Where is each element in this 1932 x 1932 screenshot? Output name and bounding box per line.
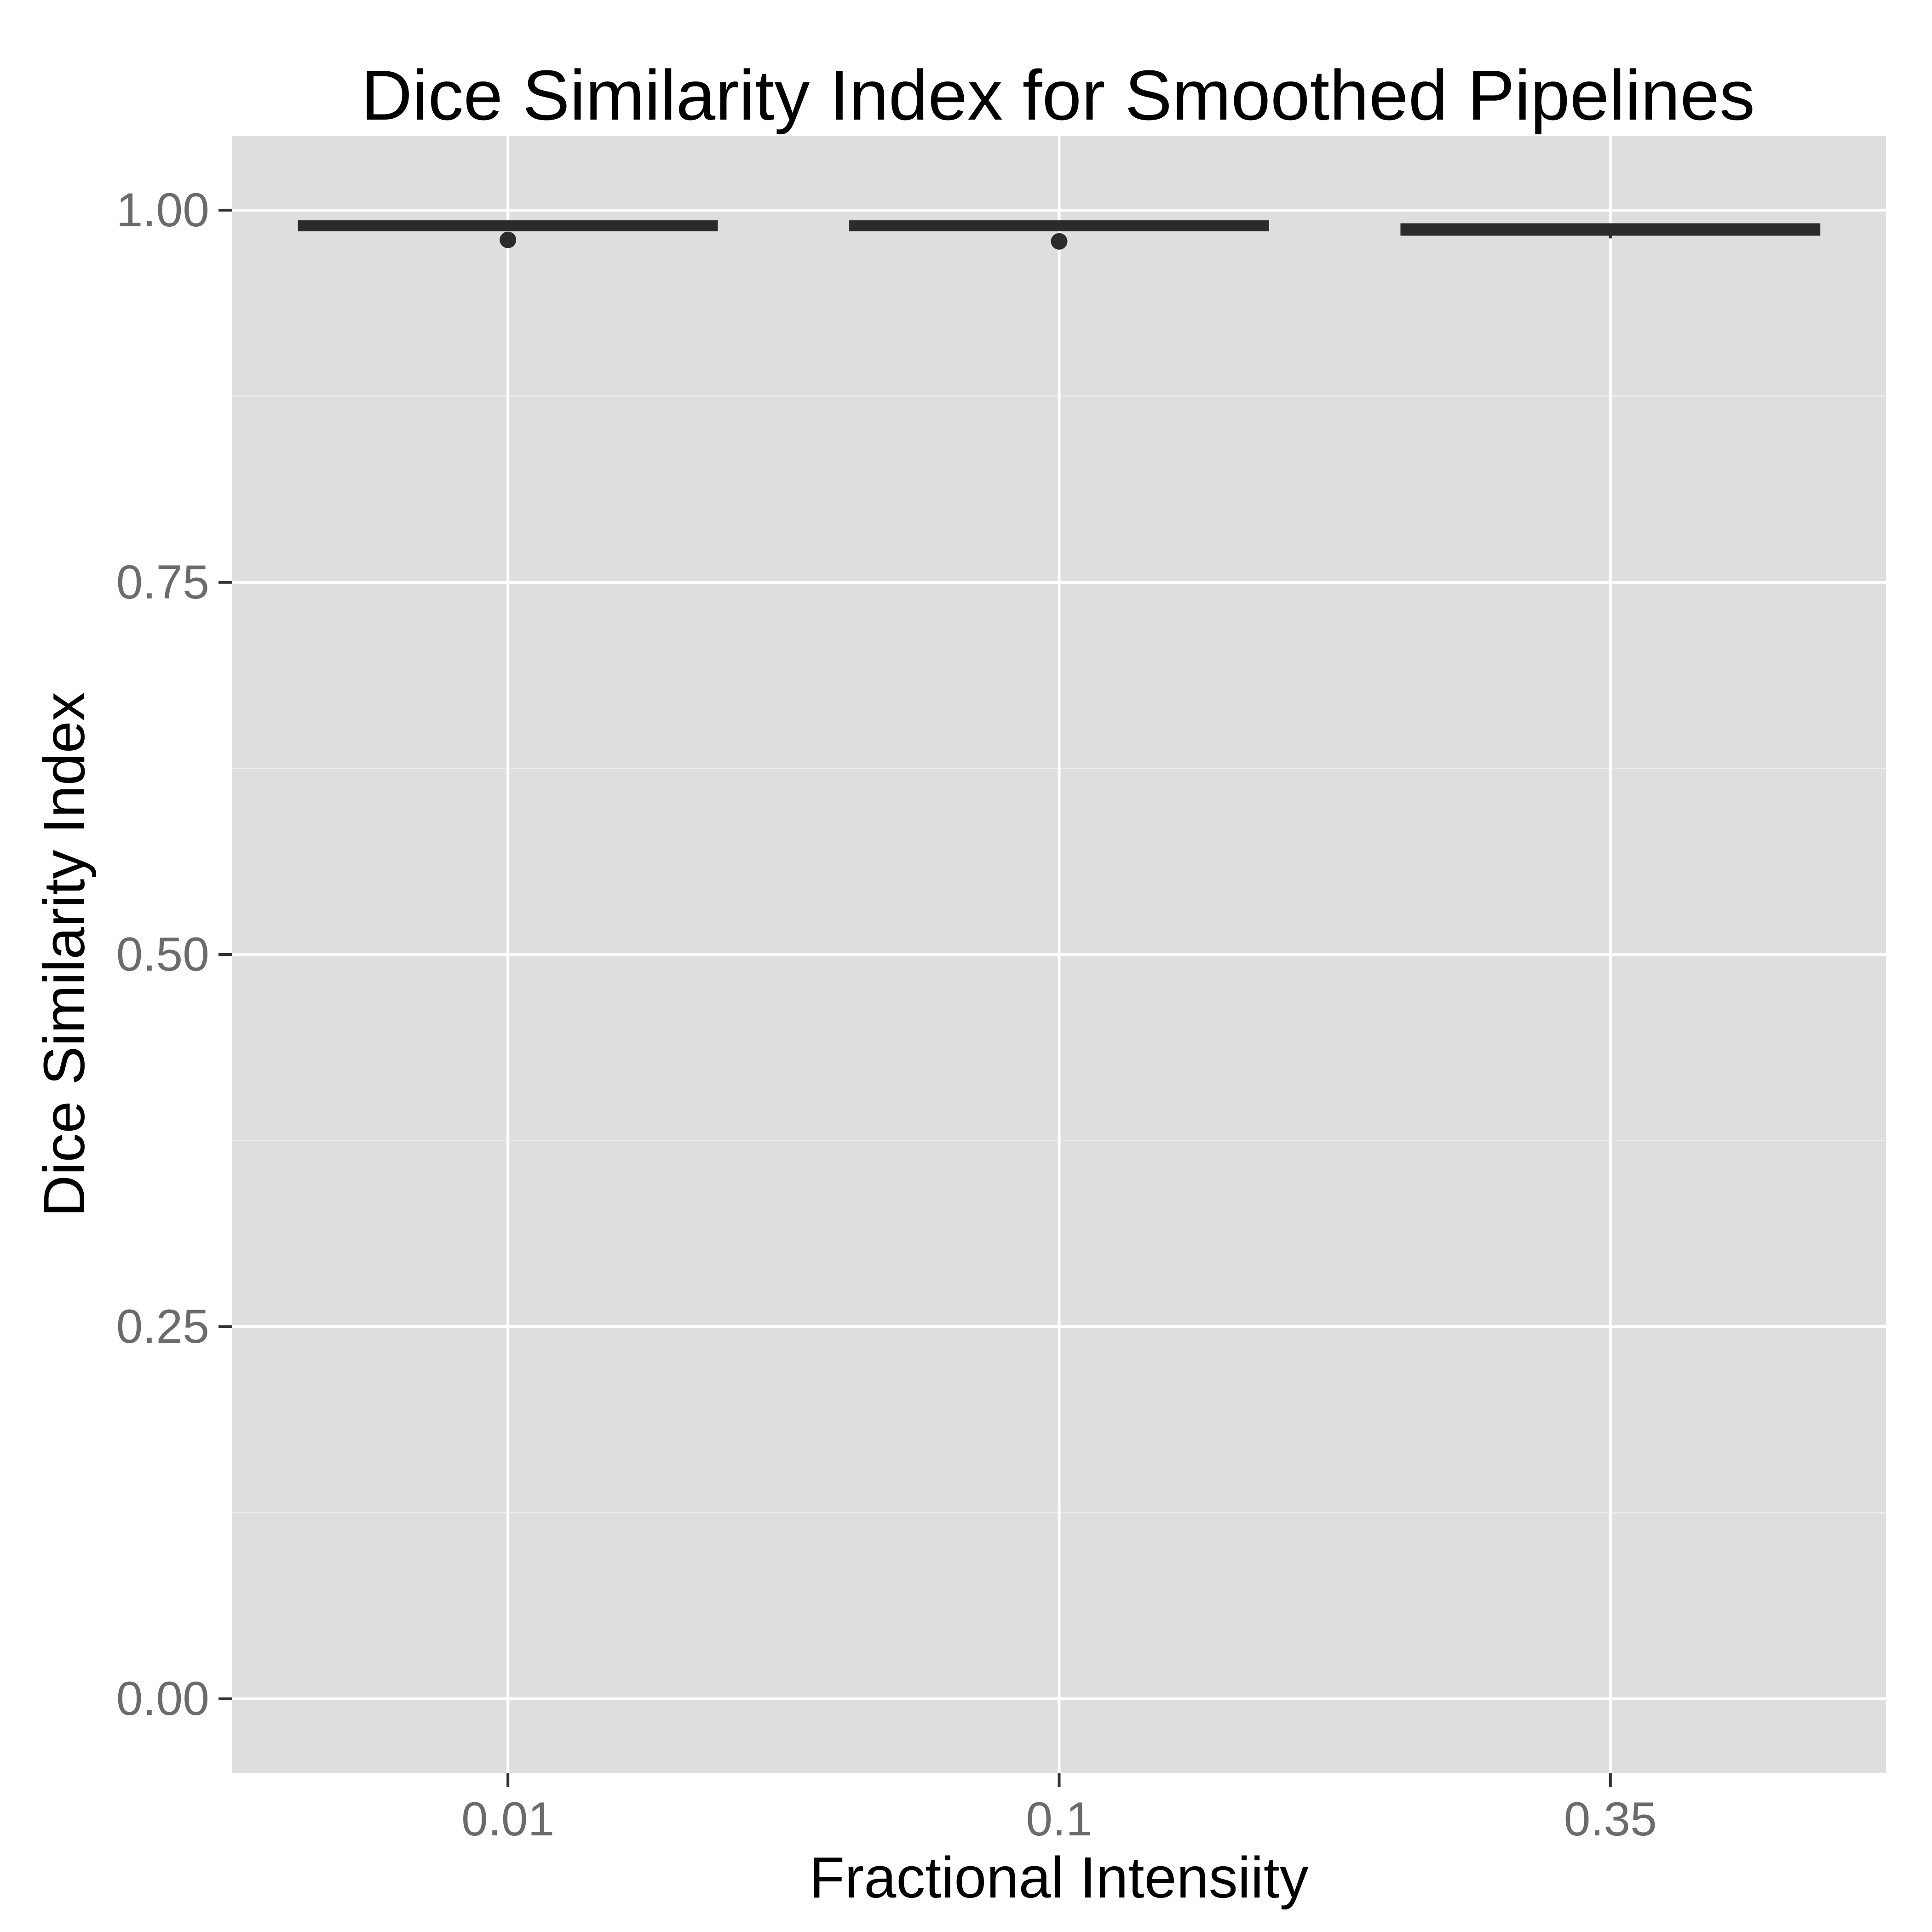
y-tick-label: 0.00 (116, 1672, 209, 1725)
y-tick-label: 1.00 (116, 184, 209, 237)
x-tick-label: 0.35 (1564, 1793, 1657, 1846)
outlier-point (1051, 233, 1068, 250)
x-axis-title: Fractional Intensiity (809, 1845, 1308, 1910)
x-tick-label: 0.01 (461, 1793, 554, 1846)
x-tick-label: 0.1 (1026, 1793, 1092, 1846)
y-tick-label: 0.50 (116, 928, 209, 981)
outlier-point (500, 231, 517, 248)
x-axis: 0.01 0.1 0.35 (461, 1773, 1657, 1846)
y-axis: 0.00 0.25 0.50 0.75 1.00 (116, 184, 232, 1725)
boxplots (298, 220, 1821, 250)
major-gridlines (232, 136, 1886, 1773)
y-axis-title: Dice Similarity Index (32, 692, 97, 1217)
y-tick-label: 0.75 (116, 556, 209, 609)
y-tick-label: 0.25 (116, 1300, 209, 1353)
chart-title: Dice Similarity Index for Smoothed Pipel… (361, 56, 1755, 135)
